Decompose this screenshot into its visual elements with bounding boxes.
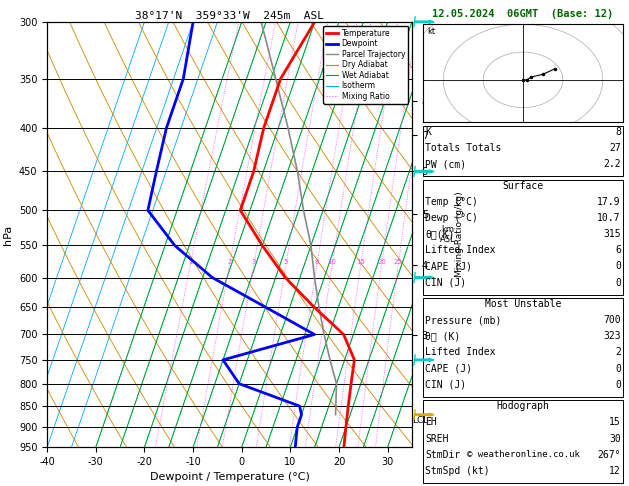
- Text: 700: 700: [603, 315, 621, 326]
- Text: 12.05.2024  06GMT  (Base: 12): 12.05.2024 06GMT (Base: 12): [432, 9, 614, 19]
- Text: 8: 8: [615, 127, 621, 138]
- Text: 1: 1: [188, 259, 192, 265]
- Text: 8: 8: [314, 259, 319, 265]
- X-axis label: Dewpoint / Temperature (°C): Dewpoint / Temperature (°C): [150, 472, 309, 483]
- Text: CAPE (J): CAPE (J): [425, 364, 472, 374]
- Text: EH: EH: [425, 417, 437, 428]
- Text: 6: 6: [615, 245, 621, 256]
- Text: 20: 20: [377, 259, 386, 265]
- Text: 323: 323: [603, 331, 621, 342]
- Text: CIN (J): CIN (J): [425, 278, 466, 288]
- Text: 27: 27: [609, 143, 621, 154]
- Text: 3: 3: [252, 259, 256, 265]
- Text: Dewp (°C): Dewp (°C): [425, 213, 478, 224]
- Text: 0: 0: [615, 261, 621, 272]
- Text: StmDir: StmDir: [425, 450, 460, 460]
- Text: 0: 0: [615, 364, 621, 374]
- Text: 0: 0: [615, 380, 621, 390]
- Legend: Temperature, Dewpoint, Parcel Trajectory, Dry Adiabat, Wet Adiabat, Isotherm, Mi: Temperature, Dewpoint, Parcel Trajectory…: [323, 26, 408, 104]
- Text: 315: 315: [603, 229, 621, 240]
- Text: 10: 10: [328, 259, 337, 265]
- Text: Temp (°C): Temp (°C): [425, 197, 478, 208]
- Text: 30: 30: [609, 434, 621, 444]
- Text: Surface: Surface: [503, 181, 543, 191]
- Text: Mixing Ratio (g/kg): Mixing Ratio (g/kg): [455, 191, 464, 278]
- Text: θᴄ (K): θᴄ (K): [425, 331, 460, 342]
- Text: © weatheronline.co.uk: © weatheronline.co.uk: [467, 450, 579, 459]
- Text: Pressure (mb): Pressure (mb): [425, 315, 501, 326]
- Text: LCL: LCL: [412, 416, 428, 425]
- Text: θᴄ(K): θᴄ(K): [425, 229, 455, 240]
- Text: 17.9: 17.9: [598, 197, 621, 208]
- Text: K: K: [425, 127, 431, 138]
- Text: 5: 5: [284, 259, 288, 265]
- Title: 38°17'N  359°33'W  245m  ASL: 38°17'N 359°33'W 245m ASL: [135, 11, 324, 21]
- Text: SREH: SREH: [425, 434, 448, 444]
- Text: 2.2: 2.2: [603, 159, 621, 170]
- Y-axis label: hPa: hPa: [3, 225, 13, 244]
- Text: Most Unstable: Most Unstable: [485, 299, 561, 310]
- Text: 25: 25: [394, 259, 403, 265]
- Text: CAPE (J): CAPE (J): [425, 261, 472, 272]
- Text: Hodograph: Hodograph: [496, 401, 550, 412]
- Y-axis label: km
ASL: km ASL: [440, 225, 455, 244]
- Text: 2: 2: [227, 259, 231, 265]
- Text: 10.7: 10.7: [598, 213, 621, 224]
- Text: 267°: 267°: [598, 450, 621, 460]
- Text: Totals Totals: Totals Totals: [425, 143, 501, 154]
- Text: 2: 2: [615, 347, 621, 358]
- Text: 0: 0: [615, 278, 621, 288]
- Text: CIN (J): CIN (J): [425, 380, 466, 390]
- Text: PW (cm): PW (cm): [425, 159, 466, 170]
- Text: Lifted Index: Lifted Index: [425, 347, 496, 358]
- Text: kt: kt: [427, 27, 435, 36]
- Text: Lifted Index: Lifted Index: [425, 245, 496, 256]
- Text: 12: 12: [609, 466, 621, 476]
- Text: 15: 15: [356, 259, 365, 265]
- Text: 15: 15: [609, 417, 621, 428]
- Text: StmSpd (kt): StmSpd (kt): [425, 466, 490, 476]
